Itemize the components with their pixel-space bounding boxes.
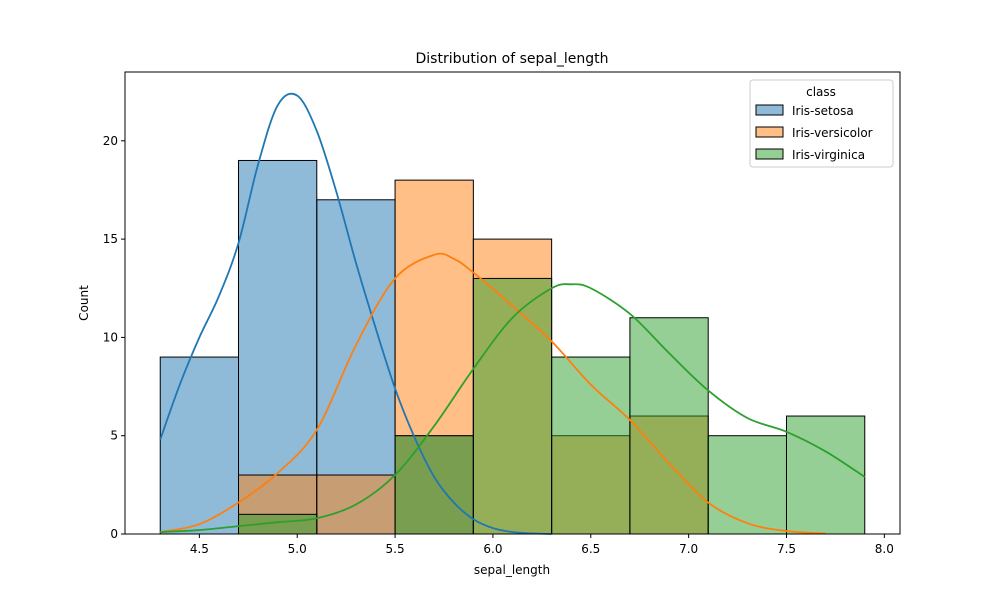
kde-line-iris-setosa: [159, 92, 552, 535]
legend: class Iris-setosa Iris-versicolor Iris-vir…: [749, 79, 894, 168]
x-tick-label: 8.0: [875, 542, 894, 556]
x-axis-title: sepal_length: [474, 563, 550, 577]
kde-line-iris-virginica: [160, 283, 866, 533]
kde-line-iris-versicolor: [160, 252, 826, 535]
x-tick-label: 5.5: [386, 542, 405, 556]
plot-area: [124, 71, 901, 535]
bars-layer: [159, 159, 866, 535]
legend-label-iris-virginica: Iris-virginica: [792, 148, 865, 162]
bar-iris-virginica: [394, 435, 474, 535]
bar-iris-virginica: [707, 435, 787, 535]
y-tick-label: 15: [103, 232, 118, 246]
bar-iris-virginica: [629, 317, 709, 535]
legend-swatch-iris-setosa: [755, 104, 784, 116]
bar-iris-setosa: [159, 356, 240, 535]
x-tick-label: 7.5: [777, 542, 796, 556]
chart-title: Distribution of sepal_length: [416, 51, 609, 67]
legend-label-iris-setosa: Iris-setosa: [792, 104, 854, 118]
y-axis: 0 5 10 15 20: [103, 134, 125, 541]
bar-iris-virginica: [472, 277, 553, 535]
x-tick-label: 5.0: [288, 542, 307, 556]
x-tick-label: 4.5: [190, 542, 209, 556]
y-axis-title: Count: [77, 285, 91, 321]
legend-swatch-iris-versicolor: [755, 126, 784, 138]
y-tick-label: 10: [103, 330, 118, 344]
legend-swatch-iris-virginica: [755, 148, 784, 160]
plot-frame: [124, 71, 901, 535]
bar-iris-setosa: [238, 159, 318, 535]
y-tick-label: 20: [103, 134, 118, 148]
y-tick-label: 5: [110, 429, 118, 443]
legend-items: Iris-setosa Iris-versicolor Iris-virginica: [755, 104, 873, 162]
x-tick-label: 6.0: [483, 542, 502, 556]
x-tick-label: 6.5: [581, 542, 600, 556]
x-tick-label: 7.0: [679, 542, 698, 556]
bar-iris-virginica: [785, 415, 866, 535]
kde-layer: [159, 92, 866, 535]
legend-label-iris-versicolor: Iris-versicolor: [792, 126, 873, 140]
y-tick-label: 0: [110, 527, 118, 541]
x-axis: 4.5 5.0 5.5 6.0 6.5 7.0 7.5 8.0: [190, 534, 894, 556]
legend-box: [749, 79, 894, 168]
legend-title: class: [806, 85, 836, 99]
bar-iris-virginica: [551, 356, 631, 535]
